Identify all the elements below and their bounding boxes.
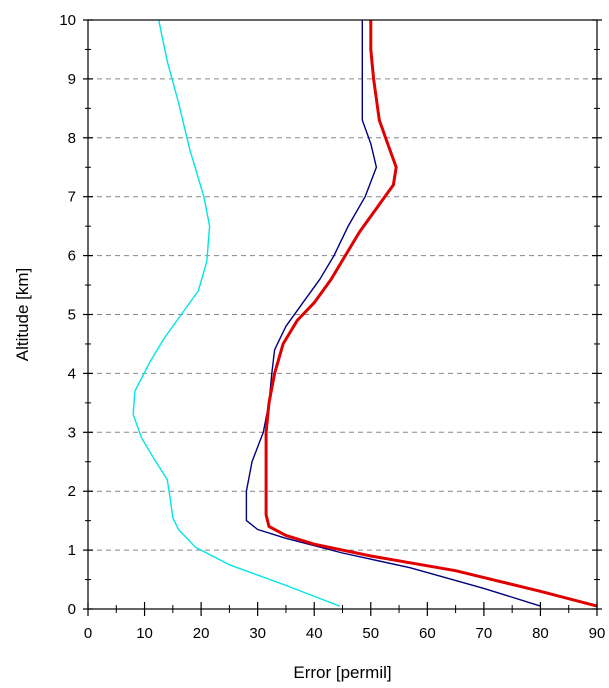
y-tick-label-9: 9 (68, 71, 76, 88)
y-tick-label-0: 0 (68, 601, 76, 618)
y-tick-label-1: 1 (68, 542, 76, 559)
y-tick-label-7: 7 (68, 189, 76, 206)
y-tick-label-3: 3 (68, 424, 76, 441)
axis-ticks: 0 10 20 30 40 50 60 70 80 90 0 1 2 3 4 5 6 7 8 9 10 (59, 12, 605, 642)
series-lines (132, 19, 598, 608)
grid-lines (88, 78, 597, 551)
x-tick-label-70: 70 (476, 625, 493, 642)
x-axis-title: Error [permil] (293, 663, 391, 682)
y-tick-label-6: 6 (68, 248, 76, 265)
x-tick-label-20: 20 (193, 625, 210, 642)
x-tick-label-40: 40 (306, 625, 323, 642)
x-tick-label-30: 30 (249, 625, 266, 642)
y-tick-label-2: 2 (68, 483, 76, 500)
y-tick-label-4: 4 (68, 365, 76, 382)
x-tick-label-90: 90 (589, 625, 606, 642)
x-tick-label-10: 10 (136, 625, 153, 642)
y-tick-label-8: 8 (68, 130, 76, 147)
x-tick-label-80: 80 (532, 625, 549, 642)
y-tick-label-5: 5 (68, 307, 76, 324)
series-line-2 (245, 20, 541, 607)
y-axis-title: Altitude [km] (13, 268, 32, 362)
series-line-1 (132, 19, 340, 607)
x-tick-label-50: 50 (362, 625, 379, 642)
series-line-3 (264, 20, 598, 608)
x-tick-label-0: 0 (84, 625, 92, 642)
x-tick-label-60: 60 (419, 625, 436, 642)
y-tick-label-10: 10 (59, 12, 76, 29)
